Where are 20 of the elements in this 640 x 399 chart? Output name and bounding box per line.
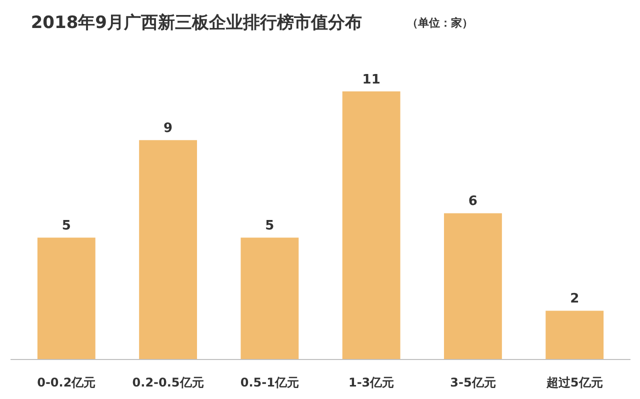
data-label: 9 bbox=[164, 121, 173, 136]
x-tick-label: 0.5-1亿元 bbox=[240, 376, 299, 390]
x-tick-label: 3-5亿元 bbox=[450, 376, 496, 390]
x-tick-label: 1-3亿元 bbox=[348, 376, 394, 390]
data-label: 6 bbox=[468, 194, 478, 210]
bar bbox=[546, 310, 604, 360]
x-tick-label: 0.2-0.5亿元 bbox=[132, 376, 204, 390]
bar bbox=[240, 238, 299, 360]
bar bbox=[444, 213, 502, 360]
data-label: 5 bbox=[265, 218, 274, 234]
x-tick-label: 0-0.2亿元 bbox=[37, 376, 96, 390]
bar bbox=[37, 238, 96, 360]
bar bbox=[342, 91, 400, 360]
data-label: 2 bbox=[570, 292, 580, 307]
data-label: 11 bbox=[362, 72, 380, 88]
chart-subtitle: （单位：家） bbox=[406, 16, 473, 30]
bar bbox=[139, 140, 198, 360]
x-tick-label: 超过5亿元 bbox=[545, 376, 603, 390]
chart-title: 2018年9月广西新三板企业排行榜市值分布 bbox=[30, 13, 362, 34]
data-label: 5 bbox=[62, 218, 71, 234]
